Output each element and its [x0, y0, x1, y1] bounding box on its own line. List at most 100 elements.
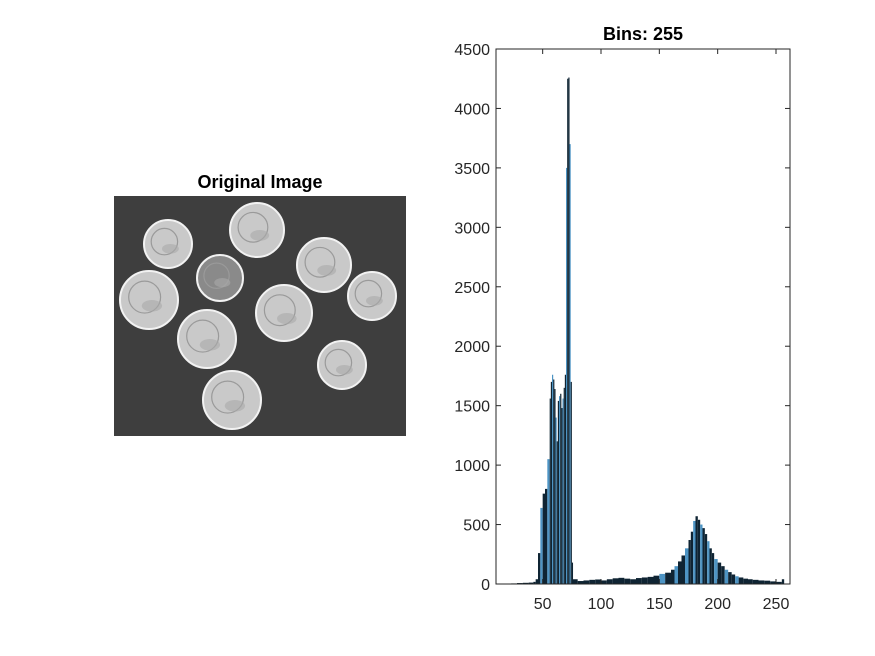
histogram-bar	[552, 374, 554, 584]
histogram-bar	[724, 569, 729, 584]
histogram-bar	[522, 582, 529, 584]
y-tick-label: 2500	[454, 280, 490, 297]
histogram-bar	[542, 493, 545, 584]
y-tick-label: 4000	[454, 101, 490, 118]
coin-dime	[143, 219, 193, 269]
histogram-bar	[547, 459, 550, 584]
histogram-bar	[685, 548, 689, 584]
histogram-title: Bins: 255	[602, 24, 684, 44]
y-tick-label: 0	[481, 577, 490, 594]
histogram-bar	[665, 572, 671, 584]
histogram-bar	[573, 579, 578, 584]
histogram-bar	[641, 577, 648, 584]
coin-dime	[347, 271, 397, 321]
axes-box	[495, 48, 791, 585]
coin-nickel	[255, 284, 313, 342]
y-tick-label: 1000	[454, 458, 490, 475]
histogram-bar	[535, 579, 538, 584]
histogram-bar	[560, 393, 562, 584]
histogram-bar	[728, 572, 732, 584]
coin-nickel	[202, 370, 262, 430]
histogram-bar	[562, 398, 564, 584]
histogram-bar	[702, 528, 705, 584]
histogram-bar	[693, 520, 696, 584]
coin-nickel	[296, 237, 352, 293]
histogram-bar	[781, 579, 785, 584]
histogram-bar	[630, 579, 636, 584]
histogram-bar	[731, 574, 736, 584]
y-tick-label: 500	[463, 518, 490, 535]
histogram-bar	[636, 578, 642, 584]
histogram-bar	[704, 534, 708, 584]
coin-dime	[317, 340, 367, 390]
histogram-bar	[569, 144, 571, 584]
histogram-bar	[570, 381, 572, 584]
histogram-bar	[738, 577, 744, 584]
histogram-bar	[601, 580, 607, 584]
histogram-bar	[758, 580, 765, 584]
histogram-bar	[563, 387, 565, 584]
histogram-bar	[589, 579, 596, 584]
histogram-bar	[595, 579, 601, 584]
histogram-bar	[571, 562, 574, 584]
histogram-bar	[647, 576, 654, 584]
histogram-bar	[553, 379, 555, 584]
y-tick-label: 3500	[454, 161, 490, 178]
histogram-bar	[567, 78, 569, 584]
histogram-bar	[674, 566, 678, 584]
histogram-bar	[550, 381, 553, 584]
y-tick-label: 3000	[454, 220, 490, 237]
histogram-bar	[559, 396, 561, 584]
x-tick-label: 250	[763, 596, 790, 613]
histogram-bar	[690, 531, 694, 584]
histogram-bar	[721, 566, 725, 584]
histogram-bar	[545, 488, 548, 584]
histogram-bar	[671, 569, 675, 584]
histogram-bar	[618, 577, 625, 584]
histogram-bar	[707, 541, 710, 584]
histogram-bar	[538, 553, 541, 584]
histogram-bar	[568, 77, 570, 585]
histogram-bar	[678, 561, 682, 584]
histogram-bar	[528, 582, 534, 584]
histogram-bar	[711, 553, 715, 584]
histogram-bar	[688, 540, 691, 584]
y-tick-label: 4500	[454, 42, 490, 59]
histogram-bar	[577, 581, 584, 584]
histogram-bar	[748, 579, 753, 584]
histogram-bar	[564, 374, 567, 584]
histogram-bar	[770, 581, 776, 584]
coin-nickel	[119, 270, 179, 330]
histogram-bar	[556, 441, 558, 584]
histogram-bar	[697, 519, 701, 584]
x-tick-label: 100	[588, 596, 615, 613]
x-tick-label: 200	[704, 596, 731, 613]
histogram-bar	[561, 408, 563, 584]
histogram-bar	[533, 581, 536, 584]
histogram-bar	[695, 516, 698, 584]
y-tick-label: 2000	[454, 339, 490, 356]
histogram-bar	[717, 562, 722, 584]
histogram-bar	[566, 167, 568, 584]
histogram-bar	[583, 580, 590, 584]
image-title: Original Image	[197, 172, 323, 192]
histogram-bar	[735, 576, 739, 584]
histogram-bar	[606, 579, 613, 584]
histogram-bar	[624, 578, 631, 584]
histogram-bar	[557, 400, 560, 584]
histogram-bar	[540, 507, 543, 584]
histogram-bar	[743, 578, 748, 584]
histogram-bar	[659, 573, 666, 584]
histogram-bar	[752, 579, 759, 584]
histogram-bar	[776, 581, 782, 584]
x-tick-label: 50	[534, 596, 552, 613]
histogram-bar	[554, 389, 556, 584]
coin-nickel	[229, 202, 285, 258]
histogram-bar	[555, 417, 557, 584]
histogram-bar	[709, 548, 712, 584]
histogram-bar	[681, 555, 685, 584]
coin-dime-dark	[196, 254, 244, 302]
histogram-bar	[549, 398, 551, 584]
x-tick-label: 150	[646, 596, 673, 613]
